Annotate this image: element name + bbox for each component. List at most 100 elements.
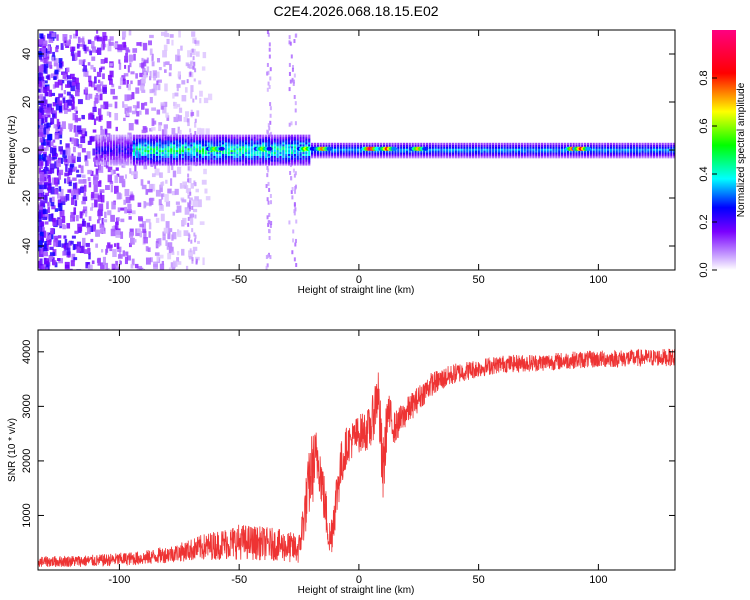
spectrogram-cell bbox=[250, 134, 253, 137]
spectrogram-x-tick-label: -50 bbox=[231, 274, 247, 286]
spectrogram-cell bbox=[288, 136, 291, 139]
spectrogram-cell bbox=[292, 149, 295, 154]
spectrogram-cell bbox=[77, 144, 83, 149]
spectrogram-cell bbox=[216, 150, 219, 153]
spectrogram-cell bbox=[673, 146, 675, 149]
spectrogram-cell bbox=[216, 140, 219, 143]
spectrogram-cell bbox=[87, 39, 92, 45]
spectrogram-cell bbox=[167, 188, 172, 194]
spectrogram-cell bbox=[446, 142, 449, 145]
spectrogram-cell bbox=[127, 134, 130, 137]
spectrogram-cell bbox=[566, 144, 569, 147]
spectrogram-cell bbox=[210, 140, 213, 143]
spectrogram-cell bbox=[667, 152, 670, 155]
spectrogram-cell bbox=[145, 257, 151, 265]
spectrogram-cell bbox=[121, 74, 126, 79]
spectrogram-cell bbox=[584, 150, 587, 153]
spectrogram-cell bbox=[66, 40, 69, 46]
spectrogram-cell bbox=[72, 77, 77, 83]
spectrogram-cell bbox=[624, 146, 627, 149]
spectrogram-cell bbox=[41, 109, 45, 116]
spectrogram-cell bbox=[652, 156, 656, 159]
spectrogram-cell bbox=[546, 146, 549, 149]
spectrogram-cell bbox=[446, 146, 449, 149]
spectrogram-cell bbox=[111, 201, 116, 210]
spectrogram-cell bbox=[460, 152, 463, 155]
spectrogram-cell bbox=[61, 121, 66, 130]
spectrogram-cell bbox=[150, 163, 153, 166]
spectrogram-cell bbox=[129, 146, 133, 149]
spectrogram-cell bbox=[39, 231, 44, 237]
spectrogram-cell bbox=[167, 146, 170, 149]
spectrogram-cell bbox=[266, 140, 269, 145]
spectrogram-cell bbox=[308, 153, 311, 156]
spectrogram-cell bbox=[535, 142, 538, 145]
spectrogram-cell bbox=[443, 142, 446, 145]
spectrogram-cell bbox=[173, 153, 176, 156]
spectrogram-cell bbox=[290, 190, 293, 195]
spectrogram-cell bbox=[664, 142, 667, 145]
spectrogram-cell bbox=[247, 138, 250, 141]
spectrogram-cell bbox=[276, 157, 279, 160]
spectrogram-cell bbox=[305, 163, 308, 166]
spectrogram-cell bbox=[142, 125, 147, 132]
spectrogram-cell bbox=[290, 142, 294, 145]
spectrogram-cell bbox=[308, 163, 311, 166]
spectrogram-cell bbox=[586, 144, 590, 147]
spectrogram-cell bbox=[192, 213, 195, 218]
spectrogram-cell bbox=[265, 140, 268, 143]
spectrogram-cell bbox=[62, 251, 66, 256]
spectrogram-cell bbox=[288, 144, 291, 147]
spectrogram-cell bbox=[295, 184, 298, 189]
spectrogram-cell bbox=[60, 43, 64, 50]
spectrogram-cell bbox=[342, 152, 345, 155]
spectrogram-cell bbox=[51, 110, 56, 118]
spectrogram-cell bbox=[141, 57, 144, 62]
spectrogram-cell bbox=[213, 136, 216, 139]
spectrogram-cell bbox=[164, 155, 167, 158]
spectrogram-cell bbox=[267, 140, 271, 143]
spectrogram-cell bbox=[311, 144, 314, 147]
spectrogram-cell bbox=[345, 146, 348, 149]
spectrogram-cell bbox=[193, 148, 196, 151]
spectrogram-cell bbox=[167, 151, 170, 155]
spectrogram-cell bbox=[267, 81, 270, 86]
spectrogram-cell bbox=[186, 118, 189, 123]
spectrogram-cell bbox=[132, 157, 136, 160]
spectrogram-cell bbox=[193, 146, 196, 149]
spectrogram-cell bbox=[256, 159, 259, 162]
spectrogram-cell bbox=[483, 152, 486, 155]
spectrogram-cell bbox=[290, 150, 294, 153]
spectrogram-cell bbox=[44, 173, 48, 178]
spectrogram-cell bbox=[46, 238, 51, 243]
spectrogram-cell bbox=[290, 148, 294, 151]
spectrogram-cell bbox=[532, 156, 535, 159]
spectrogram-cell bbox=[339, 148, 342, 151]
spectrogram-cell bbox=[184, 155, 187, 158]
spectrogram-cell bbox=[51, 205, 56, 210]
spectrogram-cell bbox=[293, 153, 296, 156]
spectrogram-cell bbox=[143, 237, 148, 244]
spectrogram-cell bbox=[216, 151, 219, 155]
spectrogram-cell bbox=[38, 202, 42, 206]
spectrogram-cell bbox=[106, 111, 110, 116]
spectrogram-cell bbox=[446, 144, 449, 147]
spectrogram-cell bbox=[242, 159, 245, 162]
figure-title: C2E4.2026.068.18.15.E02 bbox=[273, 3, 438, 19]
spectrogram-cell bbox=[279, 134, 282, 137]
spectrogram-cell bbox=[70, 211, 76, 218]
spectrogram-cell bbox=[177, 115, 182, 122]
spectrogram-cell bbox=[615, 146, 618, 149]
spectrogram-cell bbox=[368, 156, 371, 159]
spectrogram-cell bbox=[443, 150, 446, 153]
spectrogram-cell bbox=[247, 148, 250, 151]
spectrogram-cell bbox=[199, 221, 205, 225]
spectrogram-cell bbox=[219, 151, 222, 155]
spectrogram-cell bbox=[198, 136, 202, 139]
spectrogram-cell bbox=[262, 151, 265, 155]
spectrogram-cell bbox=[158, 138, 161, 141]
spectrogram-cell bbox=[288, 146, 291, 149]
spectrogram-cell bbox=[293, 95, 296, 100]
spectrogram-cell bbox=[43, 105, 47, 113]
spectrogram-cell bbox=[168, 242, 173, 248]
